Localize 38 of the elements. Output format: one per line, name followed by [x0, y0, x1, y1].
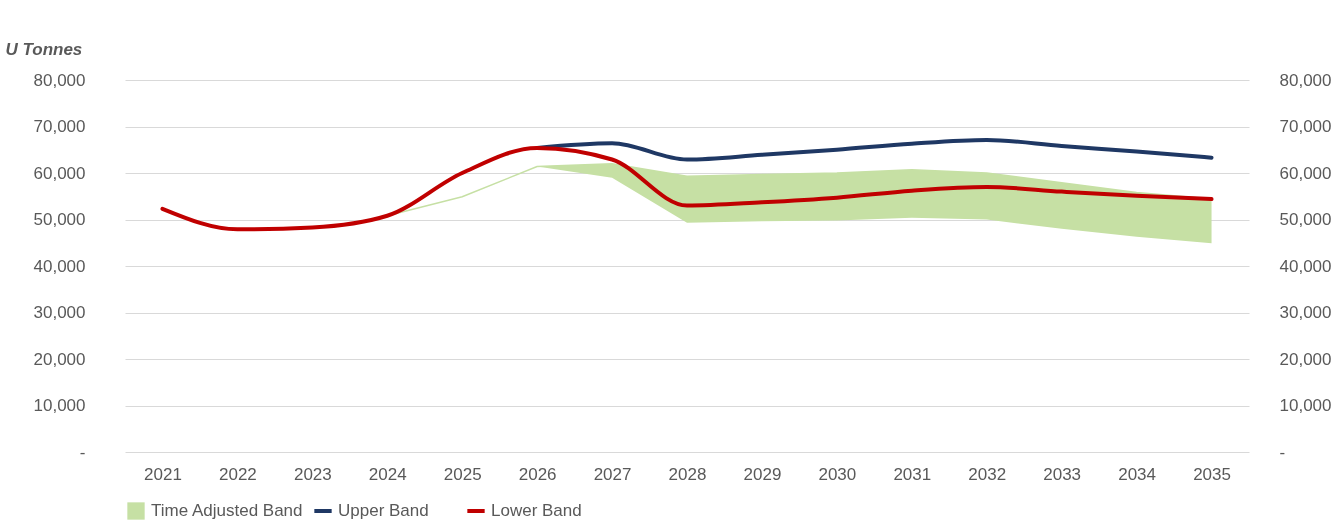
y2-tick-label: 50,000: [1279, 210, 1332, 229]
y-tick-label: 40,000: [33, 256, 86, 276]
y-tick-label: -: [79, 442, 86, 462]
y2-tick-label: 10,000: [1279, 396, 1332, 415]
y-tick-label: 80,000: [33, 70, 86, 90]
x-tick-label: 2021: [144, 464, 182, 484]
x-tick-label: 2029: [743, 464, 782, 484]
x-tick-label: 2032: [968, 464, 1007, 484]
y2-tick-label: 40,000: [1279, 256, 1332, 276]
x-tick-label: 2022: [218, 464, 257, 484]
y-tick-label: 10,000: [33, 396, 86, 415]
y-tick-label: 30,000: [33, 303, 86, 322]
x-tick-label: 2027: [593, 464, 632, 484]
legend-label: Upper Band: [338, 501, 429, 520]
x-tick-label: 2028: [668, 464, 707, 484]
legend-label: Lower Band: [491, 501, 582, 520]
y-tick-label: 20,000: [33, 349, 86, 369]
y2-tick-label: 20,000: [1279, 349, 1332, 369]
x-tick-label: 2023: [293, 464, 332, 484]
y2-tick-label: 70,000: [1279, 117, 1332, 136]
x-tick-label: 2025: [443, 464, 482, 484]
legend-label: Time Adjusted Band: [151, 501, 303, 520]
x-tick-label: 2026: [518, 464, 557, 484]
x-tick-label: 2035: [1193, 464, 1231, 484]
y-tick-label: 50,000: [33, 210, 86, 229]
x-tick-label: 2031: [893, 464, 932, 484]
y-tick-label: 70,000: [33, 117, 86, 136]
x-tick-label: 2024: [368, 464, 407, 484]
y2-tick-label: 30,000: [1279, 303, 1332, 322]
y2-tick-label: -: [1279, 442, 1286, 462]
x-tick-label: 2033: [1043, 464, 1082, 484]
line-series: [160, 145, 1214, 232]
y2-tick-label: 60,000: [1279, 163, 1332, 183]
y-axis-title: U Tonnes: [5, 39, 83, 59]
x-tick-label: 2034: [1118, 464, 1157, 484]
y2-tick-label: 80,000: [1279, 70, 1332, 90]
y-tick-label: 60,000: [33, 163, 86, 183]
x-tick-label: 2030: [818, 464, 857, 484]
